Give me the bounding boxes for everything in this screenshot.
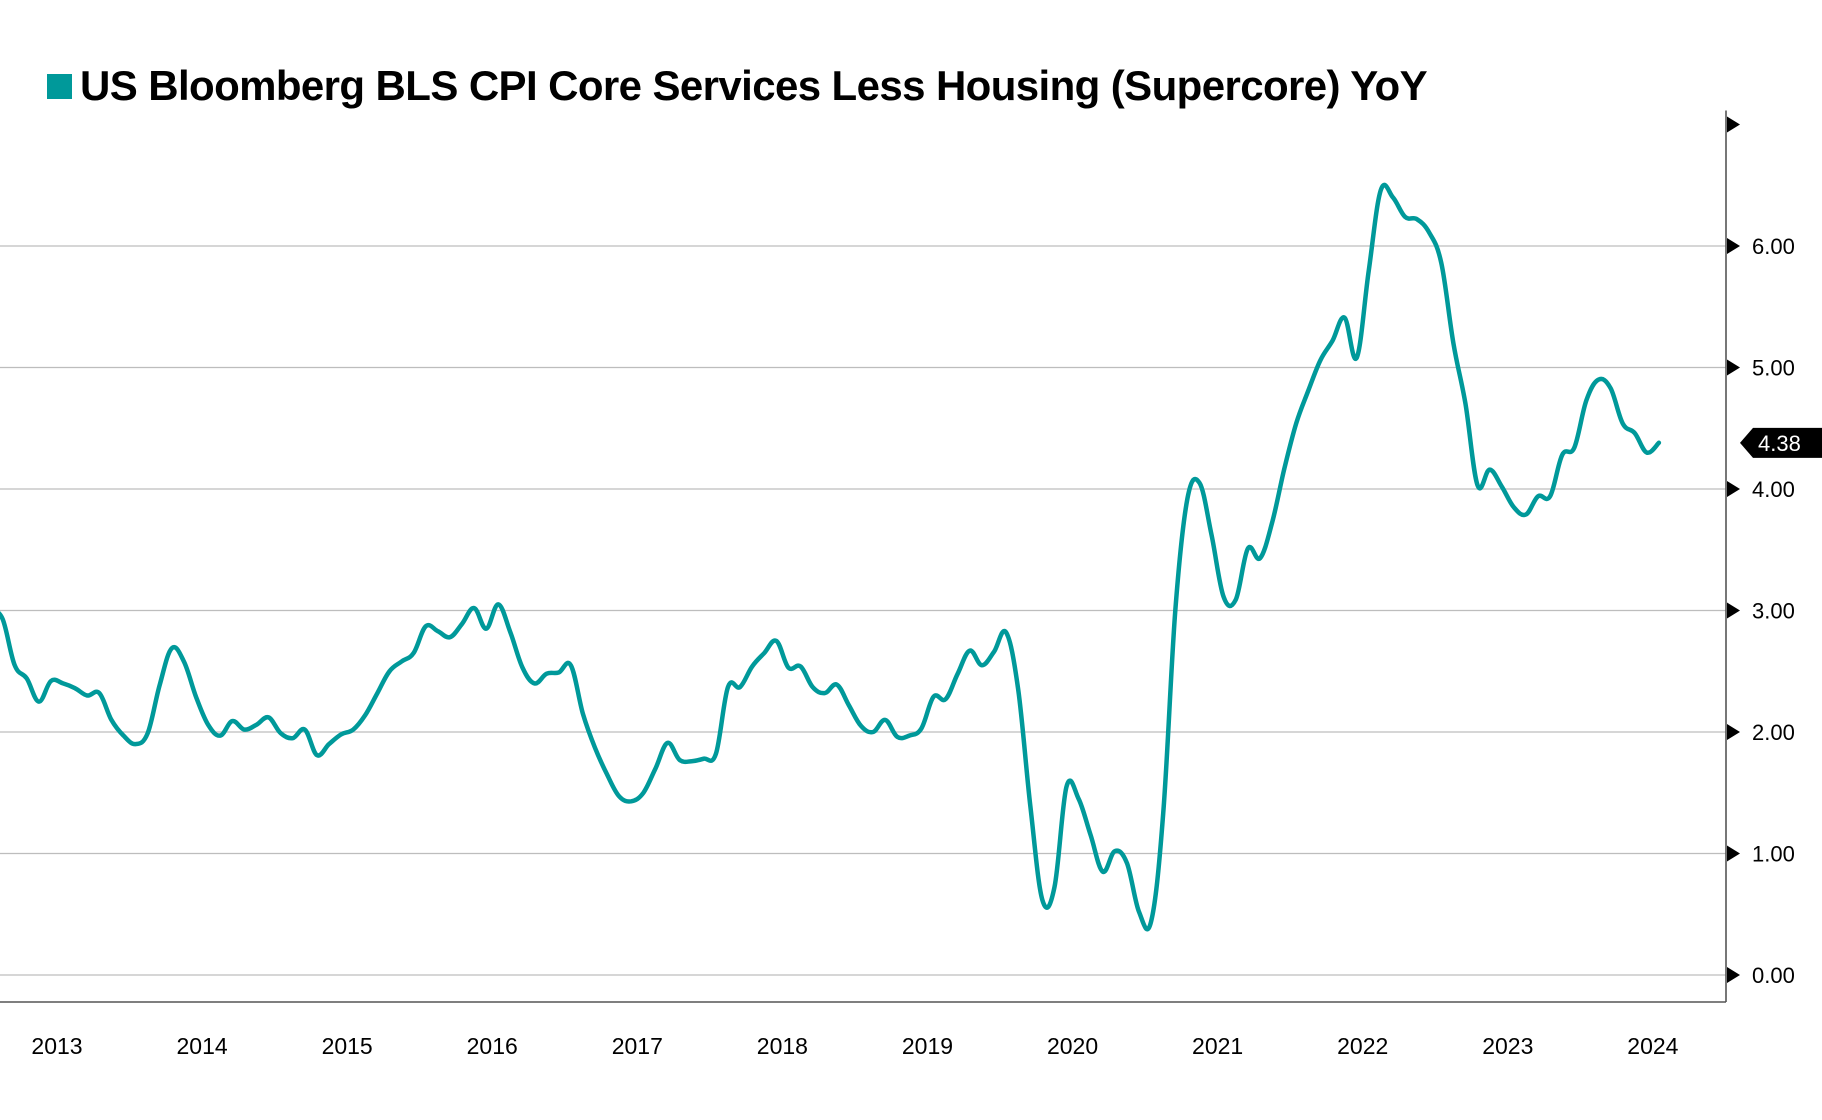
y-tick-label: 4.00 <box>1752 477 1795 502</box>
x-tick-label: 2014 <box>176 1033 227 1059</box>
y-tick-marker <box>1727 116 1740 133</box>
x-tick-label: 2024 <box>1627 1033 1678 1059</box>
last-value-badge: 4.38 <box>1740 427 1822 458</box>
legend-swatch <box>47 73 72 99</box>
x-tick-label: 2017 <box>612 1033 663 1059</box>
y-tick-label: 1.00 <box>1752 842 1795 867</box>
x-tick-label: 2019 <box>902 1033 953 1059</box>
y-tick-marker <box>1727 359 1740 376</box>
x-tick-label: 2022 <box>1337 1033 1388 1059</box>
series-line-supercore-yoy <box>0 182 1662 932</box>
x-tick-label: 2023 <box>1482 1033 1533 1059</box>
x-tick-label: 2015 <box>322 1033 373 1059</box>
y-tick-label: 3.00 <box>1752 599 1795 624</box>
x-tick-label: 2018 <box>757 1033 808 1059</box>
y-tick-marker <box>1727 967 1740 983</box>
y-tick-label: 0.00 <box>1752 963 1795 988</box>
y-tick-label: 2.00 <box>1752 720 1795 745</box>
y-tick-marker <box>1727 724 1740 740</box>
x-tick-label: 2013 <box>31 1033 82 1059</box>
y-tick-marker <box>1727 602 1740 619</box>
tick-labels: 0.00 1.00 2.00 3.00 4.00 5.00 6.00 2013 2014 2015… <box>31 234 1794 1059</box>
y-tick-marker <box>1727 238 1740 254</box>
y-tick-marker <box>1727 845 1740 862</box>
last-value-badge-text: 4.38 <box>1758 431 1801 456</box>
x-tick-label: 2021 <box>1192 1033 1243 1059</box>
gridlines <box>0 245 1726 976</box>
last-value-badge-shape <box>1740 427 1822 458</box>
x-tick-label: 2016 <box>467 1033 518 1059</box>
x-tick-label: 2020 <box>1047 1033 1098 1059</box>
axes <box>0 110 1740 1003</box>
y-tick-marker <box>1727 481 1740 497</box>
series <box>0 182 1662 932</box>
chart-title: US Bloomberg BLS CPI Core Services Less … <box>80 62 1428 109</box>
y-tick-label: 6.00 <box>1752 234 1795 259</box>
legend: US Bloomberg BLS CPI Core Services Less … <box>47 60 1428 112</box>
y-tick-label: 5.00 <box>1752 356 1795 381</box>
